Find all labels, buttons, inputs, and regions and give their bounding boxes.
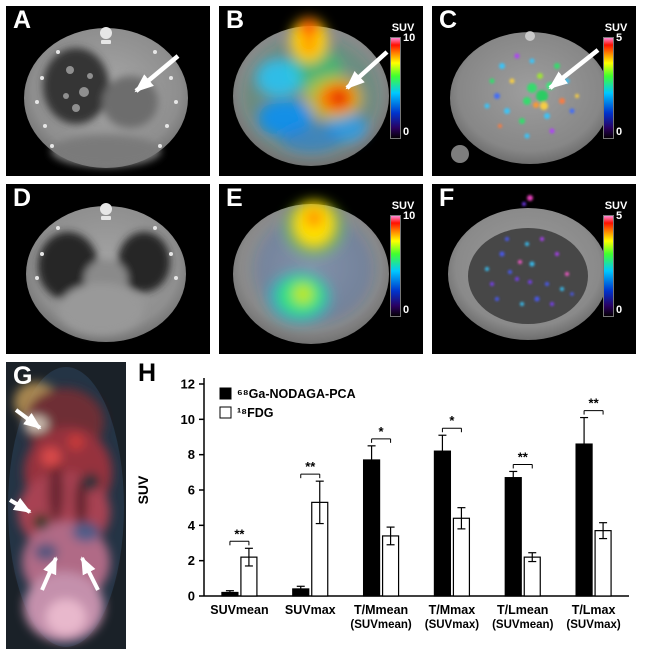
panel-g-necropsy-photo: G (6, 362, 126, 649)
pet-uptake-blobs (243, 18, 379, 156)
panel-b-petct-fusion: B SUV 10 0 (219, 6, 423, 176)
svg-text:8: 8 (188, 447, 195, 462)
panel-label-e: E (226, 184, 243, 212)
petct-image (432, 6, 636, 176)
suv-colorbar: SUV 5 0 (598, 22, 634, 162)
svg-text:T/Lmean: T/Lmean (497, 603, 548, 617)
svg-text:*: * (449, 413, 455, 428)
pet-uptake-speckles (485, 195, 574, 306)
colorbar-max-value: 5 (616, 210, 623, 222)
panel-label-a: A (13, 6, 32, 34)
panel-label-b: B (226, 6, 245, 34)
svg-text:2: 2 (188, 553, 195, 568)
colorbar-min-value: 0 (403, 304, 410, 316)
petct-image (219, 6, 423, 176)
svg-text:⁶⁸Ga-NODAGA-PCA: ⁶⁸Ga-NODAGA-PCA (237, 387, 356, 401)
panel-d-ct-axial: D (6, 184, 210, 354)
svg-text:0: 0 (188, 589, 195, 604)
mouse-body-cross-section (450, 32, 610, 164)
petct-image (219, 184, 423, 354)
pointer-arrow-icon (345, 50, 389, 90)
colorbar-gradient (390, 37, 401, 139)
svg-text:SUV: SUV (135, 475, 151, 504)
ct-internal-structures (43, 48, 161, 167)
panel-h-bar-chart: 0 2 4 6 8 10 12 SUV SUVmean ** SUVmax ** T/Mmean (SUV… (132, 359, 637, 652)
colorbar-max-value: 10 (403, 32, 416, 44)
svg-text:**: ** (305, 459, 316, 474)
ct-image (6, 6, 210, 176)
spine-and-ribs (35, 203, 178, 280)
suv-colorbar: SUV 5 0 (598, 200, 634, 340)
necropsy-photo (6, 362, 126, 649)
svg-text:10: 10 (181, 412, 195, 427)
pet-uptake-blobs (254, 200, 374, 324)
svg-text:**: ** (518, 449, 529, 464)
pointer-arrow-icon (548, 48, 600, 90)
colorbar-min-value: 0 (403, 126, 410, 138)
svg-text:**: ** (589, 396, 600, 411)
pointer-arrow-icon (134, 54, 180, 93)
panel-label-f: F (439, 184, 455, 212)
panel-e-petct-fusion: E SUV 10 0 (219, 184, 423, 354)
panel-c-petct-fusion: C SUV 5 0 (432, 6, 636, 176)
petct-image (432, 184, 636, 354)
svg-text:12: 12 (181, 377, 195, 392)
svg-text:T/Mmean: T/Mmean (354, 603, 408, 617)
svg-text:(SUVmean): (SUVmean) (350, 619, 412, 631)
svg-text:4: 4 (188, 518, 196, 533)
pointer-arrow-icons (8, 408, 100, 591)
svg-text:¹⁸FDG: ¹⁸FDG (237, 406, 273, 420)
suv-colorbar: SUV 10 0 (385, 200, 421, 340)
suv-colorbar: SUV 10 0 (385, 22, 421, 162)
svg-text:*: * (379, 424, 385, 439)
lung-speckles (63, 66, 93, 112)
colorbar-title: SUV (391, 22, 415, 34)
svg-text:(SUVmax): (SUVmax) (566, 619, 620, 631)
colorbar-gradient (603, 37, 614, 139)
colorbar-min-value: 0 (616, 126, 623, 138)
pet-uptake-speckles (484, 53, 579, 139)
panel-label-g: G (13, 362, 33, 390)
colorbar-gradient (390, 215, 401, 317)
panel-a-ct-axial: A (6, 6, 210, 176)
colorbar-title: SUV (604, 22, 628, 34)
suv-bar-chart: 024681012SUVSUVmean**SUVmax**T/Mmean(SUV… (135, 377, 629, 631)
colorbar-gradient (603, 215, 614, 317)
svg-text:(SUVmax): (SUVmax) (425, 619, 479, 631)
svg-text:6: 6 (188, 483, 195, 498)
spine (525, 31, 535, 41)
tail-cross-section (451, 145, 469, 163)
svg-text:SUVmean: SUVmean (210, 603, 268, 617)
svg-text:T/Lmax: T/Lmax (572, 603, 616, 617)
spine-and-ribs (35, 27, 178, 148)
panel-label-d: D (13, 184, 32, 212)
svg-text:**: ** (234, 526, 245, 541)
svg-text:SUVmax: SUVmax (285, 603, 336, 617)
colorbar-title: SUV (604, 200, 628, 212)
ct-internal-structures (38, 232, 170, 335)
colorbar-max-value: 10 (403, 210, 416, 222)
panel-label-h: H (138, 359, 157, 387)
tissue-blobs (14, 382, 112, 642)
svg-text:(SUVmean): (SUVmean) (492, 619, 554, 631)
ct-image (6, 184, 210, 354)
panel-label-c: C (439, 6, 458, 34)
colorbar-title: SUV (391, 200, 415, 212)
panel-f-petct-fusion: F SUV 5 0 (432, 184, 636, 354)
colorbar-min-value: 0 (616, 304, 623, 316)
svg-text:T/Mmax: T/Mmax (429, 603, 476, 617)
colorbar-max-value: 5 (616, 32, 623, 44)
